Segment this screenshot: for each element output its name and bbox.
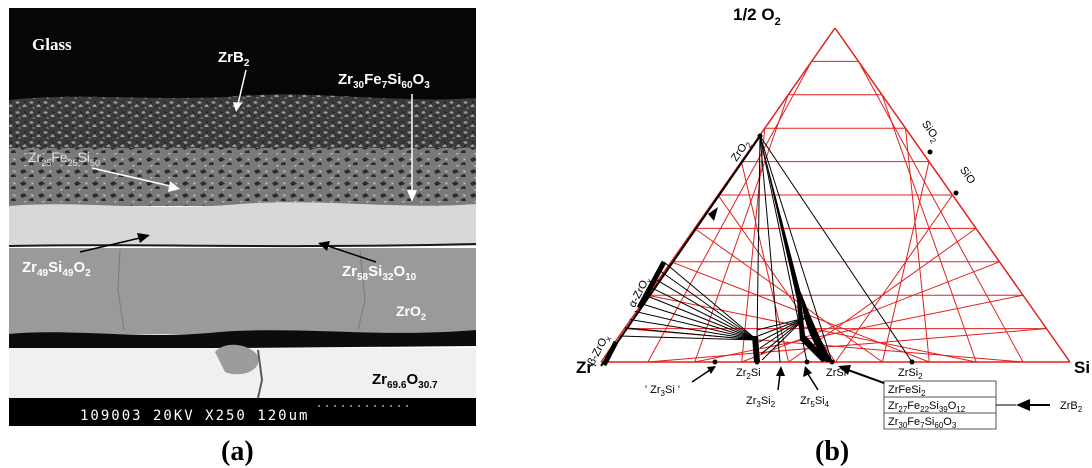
zr3si-point (712, 359, 718, 365)
coating-zrb2-zone (9, 94, 476, 150)
zr2si-blob (752, 336, 760, 362)
tie-line (757, 317, 806, 337)
zr5si4-label: Zr5Si4 (800, 395, 830, 409)
tie-line (624, 327, 758, 341)
tie-line (760, 317, 806, 355)
ternary-grid (600, 27, 1071, 363)
zr58-label: Zr58Si32O10 (342, 263, 417, 283)
tie-line (639, 302, 758, 341)
zrb2-arrow (233, 69, 247, 112)
zr3si2-label: Zr3Si2 (746, 395, 776, 409)
sio2-label: SiO2 (917, 118, 942, 145)
sio-point (953, 190, 959, 196)
edge-arrow (708, 207, 718, 221)
zr696-label: Zr69.6O30.7 (372, 371, 438, 391)
zrsi-label: ZrSi (826, 367, 846, 379)
panel-b-label: (b) (815, 436, 849, 467)
box-arrow (838, 365, 885, 384)
grid-line (694, 227, 883, 363)
zr3si-arrow (691, 366, 716, 383)
top-vertex-label: 1/2 O2 (733, 5, 781, 28)
tie-line (653, 278, 758, 341)
grid-line (834, 27, 1071, 363)
crack-line (257, 349, 264, 399)
tie-line (634, 310, 758, 341)
grid-line (858, 61, 1024, 363)
box-line-1: ZrFeSi2 (888, 384, 926, 398)
grid-line (881, 161, 930, 363)
crack-line (117, 249, 125, 331)
zr58-arrow (318, 241, 377, 263)
crack-line (357, 249, 366, 331)
tie-line (756, 135, 761, 341)
tie-line (758, 317, 806, 343)
panel-a-label: (a) (221, 436, 254, 467)
oxide-crack (9, 330, 476, 350)
tie-line (759, 135, 913, 363)
grid-line (905, 128, 930, 363)
tie-line (629, 319, 758, 341)
tie-line (756, 317, 806, 331)
compound-box: ZrFeSi2 Zr27Fe22Si39O12 Zr30Fe7Si60O3 (883, 380, 997, 430)
tie-line (759, 135, 833, 363)
si-vertex-label: Si (1074, 358, 1090, 377)
scale-bar-strip (9, 398, 476, 426)
zr49-label: Zr49Si49O2 (22, 259, 91, 279)
zro2-point (757, 133, 763, 139)
sem-micrograph: 109003 20KV X250 120um Glass ZrB2 Zr30Fe… (8, 8, 477, 426)
glass-label: Glass (32, 35, 72, 54)
zr2si-point (754, 359, 760, 365)
zrsi-point (829, 359, 835, 365)
box-line-2: Zr27Fe22Si39O12 (888, 400, 966, 414)
grid-line (835, 194, 953, 363)
tie-line (761, 317, 806, 361)
zr49-arrow (79, 233, 150, 253)
tie-line (663, 261, 758, 341)
zrb2-label: ZrB2 (1060, 400, 1083, 414)
tie-line (649, 286, 758, 341)
alpha-zrox-boundary (636, 260, 667, 310)
zr3si-label: ' Zr3Si ' (645, 384, 680, 398)
zr-vertex-label: Zr (576, 358, 593, 377)
zr2si-label: Zr2Si (736, 367, 761, 381)
tie-line (644, 294, 758, 341)
zrsi2-label: ZrSi2 (898, 367, 923, 381)
tie-line (658, 269, 758, 341)
zr-si-interface (8, 243, 477, 248)
zr30-arrow (407, 94, 417, 202)
ternary-diagram: 1/2 O2 Zr Si ZrO2 SiO2 SiO α-ZrOx β-ZrOx… (576, 5, 1090, 430)
light-layer (9, 202, 476, 246)
zrsi2-point (909, 359, 915, 365)
coating-mid-zone (9, 148, 476, 206)
tie-line (619, 335, 758, 341)
box-line-3: Zr30Fe7Si60O3 (888, 416, 957, 430)
zr30-label: Zr30Fe7Si60O3 (338, 71, 430, 91)
scale-bar-text: 109003 20KV X250 120um (80, 408, 309, 424)
zr5si4-point (804, 359, 810, 365)
sio-label: SiO (957, 164, 978, 186)
grid-line (881, 94, 977, 363)
zro2-label: ZrO2 (396, 303, 426, 322)
zr5si4-arrow (803, 366, 819, 391)
tie-line (759, 317, 806, 349)
zro2-layer (9, 248, 476, 334)
tie-line (759, 135, 781, 363)
zr3si2-arrow (776, 366, 785, 391)
zr25-label: Zr25Fe25Si50 (28, 149, 100, 168)
sio2-point (927, 149, 933, 155)
zr25-arrow (91, 167, 180, 192)
void-blob (215, 344, 259, 375)
zrb2-label: ZrB2 (218, 49, 250, 69)
zrb2-arrow (1016, 399, 1050, 411)
